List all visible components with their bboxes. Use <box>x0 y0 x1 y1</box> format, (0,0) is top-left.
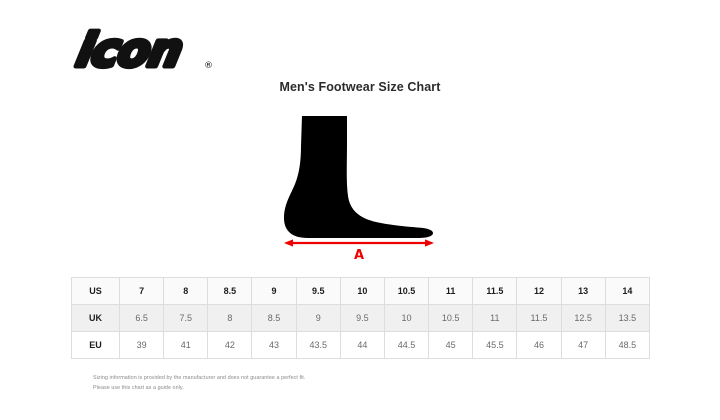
size-cell: 41 <box>163 331 209 359</box>
row-label-us: US <box>71 277 120 305</box>
size-cell: 47 <box>560 331 606 359</box>
size-cell: 45 <box>428 331 474 359</box>
size-cell: 10.5 <box>428 304 474 332</box>
size-cell: 39 <box>118 331 165 359</box>
size-cell: 44 <box>339 331 385 359</box>
size-chart-table: US 7 8 8.5 9 9.5 10 10.5 11 11.5 12 13 14 UK 6.5 7.5 8 8.… <box>71 277 651 359</box>
size-cell: 43 <box>251 331 297 359</box>
size-cell: 45.5 <box>472 331 518 359</box>
table-row: EU 39 41 42 43 43.5 44 44.5 45 45.5 46 47 48.5 <box>71 331 651 359</box>
size-cell: 8.5 <box>207 277 253 305</box>
size-cell: 10 <box>383 304 430 332</box>
size-cell: 7.5 <box>163 304 209 332</box>
measurement-arrow-icon <box>284 239 434 247</box>
size-cell: 10.5 <box>383 277 430 305</box>
measurement-label-a: A <box>354 248 364 262</box>
size-cell: 42 <box>207 331 253 359</box>
size-cell: 10 <box>339 277 385 305</box>
size-cell: 8 <box>163 277 209 305</box>
size-cell: 8 <box>207 304 253 332</box>
size-cell: 48.5 <box>604 331 651 359</box>
foot-silhouette-diagram: A <box>258 112 468 262</box>
size-cell: 9.5 <box>295 277 341 305</box>
footnote-line-1: Sizing information is provided by the ma… <box>93 375 306 381</box>
table-row: UK 6.5 7.5 8 8.5 9 9.5 10 10.5 11 11.5 12.5 13.5 <box>71 304 651 332</box>
size-cell: 12 <box>516 277 562 305</box>
size-cell: 14 <box>604 277 651 305</box>
size-cell: 7 <box>118 277 165 305</box>
footnote-line-2: Please use this chart as a guide only. <box>93 385 184 391</box>
size-cell: 9.5 <box>339 304 385 332</box>
size-cell: 11 <box>428 277 474 305</box>
size-cell: 9 <box>295 304 341 332</box>
table-row: US 7 8 8.5 9 9.5 10 10.5 11 11.5 12 13 14 <box>71 277 651 305</box>
size-cell: 9 <box>251 277 297 305</box>
registered-trademark-icon: ® <box>204 61 213 71</box>
foot-silhouette-shape <box>284 116 433 238</box>
size-cell: 11.5 <box>516 304 562 332</box>
size-cell: 43.5 <box>295 331 341 359</box>
page-title: Men's Footwear Size Chart <box>279 80 441 94</box>
size-cell: 46 <box>516 331 562 359</box>
logo-wordmark: icon <box>72 23 187 76</box>
size-cell: 13 <box>560 277 606 305</box>
size-cell: 13.5 <box>604 304 651 332</box>
row-label-uk: UK <box>71 304 120 332</box>
size-cell: 8.5 <box>251 304 297 332</box>
size-chart-table-container: US 7 8 8.5 9 9.5 10 10.5 11 11.5 12 13 14 UK 6.5 7.5 8 8.… <box>71 277 651 359</box>
row-label-eu: EU <box>71 331 120 359</box>
disclaimer-footnote: Sizing information is provided by the ma… <box>93 373 513 393</box>
size-cell: 11 <box>472 304 518 332</box>
size-cell: 11.5 <box>472 277 518 305</box>
size-cell: 6.5 <box>118 304 165 332</box>
size-cell: 12.5 <box>560 304 606 332</box>
brand-logo: icon ® <box>62 22 262 80</box>
size-cell: 44.5 <box>383 331 430 359</box>
